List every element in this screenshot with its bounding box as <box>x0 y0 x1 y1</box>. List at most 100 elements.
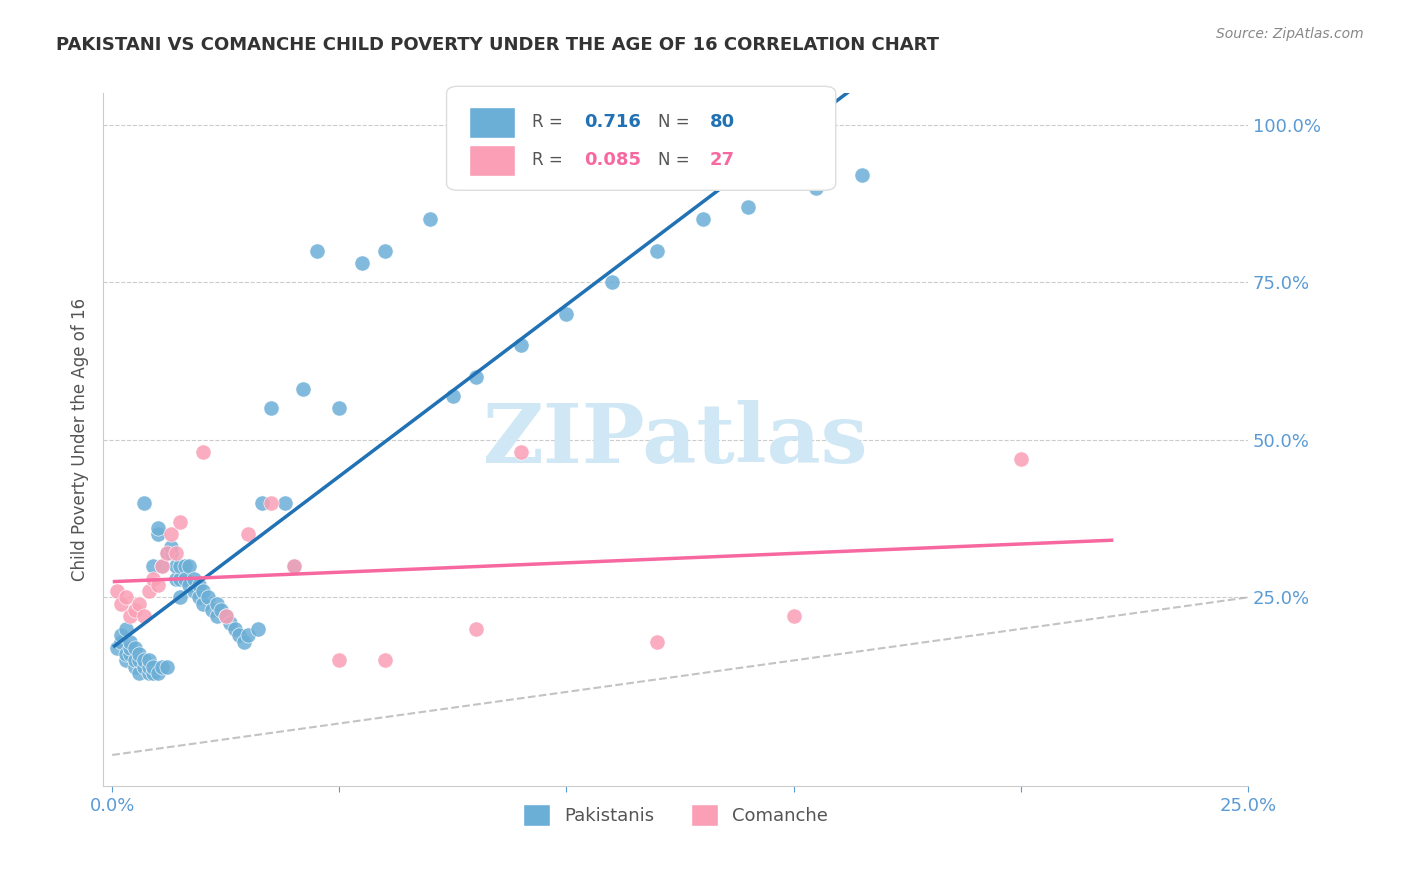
Pakistanis <box>169 591 191 605</box>
Pakistanis <box>806 180 828 194</box>
Pakistanis <box>124 653 146 667</box>
Pakistanis <box>179 558 201 573</box>
Pakistanis <box>146 666 169 681</box>
Text: R =: R = <box>533 152 568 169</box>
Pakistanis <box>647 244 669 258</box>
Pakistanis <box>228 628 250 642</box>
Text: N =: N = <box>658 113 695 131</box>
Comanche <box>215 609 238 624</box>
Comanche <box>156 546 179 560</box>
Pakistanis <box>156 659 179 673</box>
Pakistanis <box>419 212 441 227</box>
Pakistanis <box>187 578 209 592</box>
Comanche <box>146 578 169 592</box>
Comanche <box>110 597 132 611</box>
Pakistanis <box>737 200 759 214</box>
Pakistanis <box>250 496 273 510</box>
Pakistanis <box>205 609 228 624</box>
Text: ZIPatlas: ZIPatlas <box>482 400 869 480</box>
Pakistanis <box>274 496 297 510</box>
Pakistanis <box>441 389 464 403</box>
Pakistanis <box>110 628 132 642</box>
Comanche <box>374 653 396 667</box>
Pakistanis <box>179 578 201 592</box>
Pakistanis <box>128 653 150 667</box>
Comanche <box>105 584 128 599</box>
Pakistanis <box>209 603 232 617</box>
Pakistanis <box>128 647 150 661</box>
Comanche <box>120 609 142 624</box>
Pakistanis <box>142 558 165 573</box>
Pakistanis <box>160 546 183 560</box>
Pakistanis <box>233 634 256 648</box>
Pakistanis <box>120 647 142 661</box>
Pakistanis <box>215 609 238 624</box>
Comanche <box>510 445 533 459</box>
Pakistanis <box>692 212 714 227</box>
Pakistanis <box>138 653 160 667</box>
Comanche <box>647 634 669 648</box>
Pakistanis <box>510 338 533 352</box>
Pakistanis <box>464 369 486 384</box>
Text: 0.716: 0.716 <box>583 113 641 131</box>
Comanche <box>165 546 187 560</box>
Y-axis label: Child Poverty Under the Age of 16: Child Poverty Under the Age of 16 <box>72 298 89 582</box>
Comanche <box>782 609 804 624</box>
Pakistanis <box>246 622 269 636</box>
Text: R =: R = <box>533 113 568 131</box>
Pakistanis <box>169 572 191 586</box>
Text: 27: 27 <box>710 152 735 169</box>
Pakistanis <box>174 572 197 586</box>
Pakistanis <box>110 634 132 648</box>
Comanche <box>260 496 283 510</box>
Pakistanis <box>105 640 128 655</box>
Pakistanis <box>183 572 205 586</box>
Text: 0.085: 0.085 <box>583 152 641 169</box>
Pakistanis <box>132 653 155 667</box>
Text: Source: ZipAtlas.com: Source: ZipAtlas.com <box>1216 27 1364 41</box>
Comanche <box>1010 451 1032 466</box>
Pakistanis <box>138 666 160 681</box>
Comanche <box>132 609 155 624</box>
Pakistanis <box>191 584 214 599</box>
Pakistanis <box>120 634 142 648</box>
Pakistanis <box>115 647 138 661</box>
Legend: Pakistanis, Comanche: Pakistanis, Comanche <box>516 797 835 833</box>
Pakistanis <box>283 558 305 573</box>
Pakistanis <box>201 603 224 617</box>
Pakistanis <box>142 659 165 673</box>
Comanche <box>191 445 214 459</box>
Pakistanis <box>183 584 205 599</box>
Pakistanis <box>187 591 209 605</box>
Pakistanis <box>238 628 260 642</box>
Pakistanis <box>328 401 350 416</box>
Pakistanis <box>132 659 155 673</box>
Pakistanis <box>851 168 873 182</box>
Pakistanis <box>191 597 214 611</box>
Bar <box>470 107 515 138</box>
Comanche <box>124 603 146 617</box>
Pakistanis <box>292 383 315 397</box>
Pakistanis <box>160 540 183 554</box>
Pakistanis <box>156 546 179 560</box>
Comanche <box>115 591 138 605</box>
Comanche <box>169 515 191 529</box>
Pakistanis <box>138 659 160 673</box>
Pakistanis <box>115 653 138 667</box>
Pakistanis <box>165 558 187 573</box>
Pakistanis <box>600 275 623 289</box>
Pakistanis <box>555 307 578 321</box>
Pakistanis <box>132 496 155 510</box>
Pakistanis <box>169 558 191 573</box>
Pakistanis <box>146 521 169 535</box>
Pakistanis <box>115 622 138 636</box>
Pakistanis <box>165 572 187 586</box>
Comanche <box>150 558 173 573</box>
Pakistanis <box>305 244 328 258</box>
Comanche <box>328 653 350 667</box>
Comanche <box>238 527 260 541</box>
Pakistanis <box>120 640 142 655</box>
Text: 80: 80 <box>710 113 735 131</box>
Pakistanis <box>124 640 146 655</box>
Pakistanis <box>124 659 146 673</box>
